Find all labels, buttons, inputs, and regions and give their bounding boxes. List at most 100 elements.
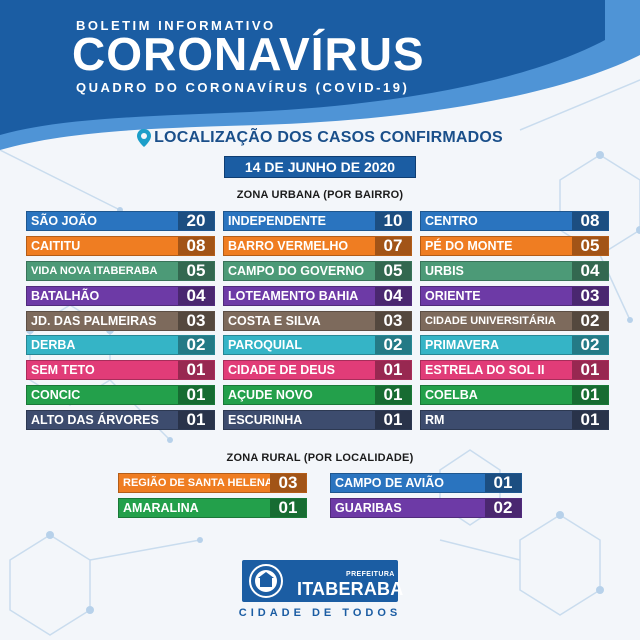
case-count: 01 [572,360,608,380]
case-cell: BARRO VERMELHO 07 [223,235,412,256]
neighborhood-name: CAMPO DO GOVERNO [228,263,365,278]
location-title: LOCALIZAÇÃO DOS CASOS CONFIRMADOS [154,129,503,146]
case-count: 01 [375,385,411,405]
case-cell: REGIÃO DE SANTA HELENA 03 [118,473,307,493]
case-count: 05 [375,261,411,280]
case-count: 02 [572,335,608,355]
neighborhood-name: PÉ DO MONTE [425,238,513,253]
header-subtitle-bottom: QUADRO DO CORONAVÍRUS (COVID-19) [76,80,410,95]
date-badge: 14 DE JUNHO DE 2020 [224,156,416,178]
header-title: CORONAVÍRUS [72,28,425,80]
neighborhood-name: COSTA E SILVA [228,313,321,328]
case-cell: GUARIBAS 02 [330,498,522,518]
city-seal-icon [249,564,283,598]
case-count: 01 [485,473,521,492]
case-cell: RM 01 [420,410,609,431]
case-cell: CONCIC 01 [26,385,215,406]
neighborhood-name: BATALHÃO [31,288,100,303]
case-cell: SEM TETO 01 [26,360,215,381]
case-cell: DERBA 02 [26,335,215,356]
case-count: 02 [572,311,608,330]
neighborhood-name: CIDADE DE DEUS [228,363,335,378]
case-count: 04 [178,286,214,305]
neighborhood-name: RM [425,413,445,428]
case-cell: AMARALINA 01 [118,498,307,518]
header-wave [0,0,640,150]
case-count: 20 [178,211,214,230]
location-pin-icon [137,129,152,147]
case-cell: BATALHÃO 04 [26,285,215,306]
case-count: 08 [572,211,608,230]
case-count: 10 [375,211,411,230]
neighborhood-name: CAMPO DE AVIÃO [335,476,445,490]
case-count: 04 [375,286,411,305]
neighborhood-name: URBIS [425,263,464,278]
neighborhood-name: SÃO JOÃO [31,214,97,228]
neighborhood-name: INDEPENDENTE [228,214,326,228]
neighborhood-name: PRIMAVERA [425,338,500,353]
urban-zone-title: ZONA URBANA (POR BAIRRO) [236,189,404,201]
case-cell: SÃO JOÃO 20 [26,211,215,231]
case-cell: INDEPENDENTE 10 [223,211,412,231]
case-cell: PRIMAVERA 02 [420,335,609,356]
case-count: 05 [572,236,608,255]
case-cell: CAMPO DO GOVERNO 05 [223,260,412,281]
case-count: 01 [375,360,411,380]
case-count: 01 [572,385,608,405]
neighborhood-name: CENTRO [425,214,478,228]
case-count: 07 [375,236,411,255]
rural-zone-title: ZONA RURAL (POR LOCALIDADE) [226,452,414,464]
neighborhood-name: BARRO VERMELHO [228,238,349,253]
neighborhood-name: ORIENTE [425,288,481,303]
case-cell: ESCURINHA 01 [223,410,412,431]
case-cell: CAMPO DE AVIÃO 01 [330,473,522,493]
case-count: 02 [375,335,411,355]
neighborhood-name: DERBA [31,338,76,353]
case-cell: JD. DAS PALMEIRAS 03 [26,310,215,331]
neighborhood-name: AÇUDE NOVO [228,388,313,403]
neighborhood-name: ALTO DAS ÁRVORES [31,413,159,428]
case-count: 03 [270,473,306,492]
case-cell: ALTO DAS ÁRVORES 01 [26,410,215,431]
neighborhood-name: AMARALINA [123,501,199,515]
case-count: 08 [178,236,214,255]
case-cell: CENTRO 08 [420,211,609,231]
rural-cases-grid: REGIÃO DE SANTA HELENA 03 CAMPO DE AVIÃO 01… [118,473,523,518]
case-cell: CIDADE DE DEUS 01 [223,360,412,381]
case-cell: URBIS 04 [420,260,609,281]
case-cell: PÉ DO MONTE 05 [420,235,609,256]
case-cell: LOTEAMENTO BAHIA 04 [223,285,412,306]
location-heading: LOCALIZAÇÃO DOS CASOS CONFIRMADOS [0,129,640,147]
case-count: 01 [178,410,214,430]
neighborhood-name: PAROQUIAL [228,338,303,353]
neighborhood-name: REGIÃO DE SANTA HELENA [123,477,270,489]
neighborhood-name: COELBA [425,388,478,403]
neighborhood-name: ESTRELA DO SOL II [425,363,545,378]
case-count: 03 [178,311,214,330]
neighborhood-name: JD. DAS PALMEIRAS [31,313,157,328]
logo-name: ITABERABA [297,579,404,599]
neighborhood-name: LOTEAMENTO BAHIA [228,288,359,303]
case-count: 02 [485,498,521,517]
neighborhood-name: CIDADE UNIVERSITÁRIA [425,314,556,327]
case-cell: PAROQUIAL 02 [223,335,412,356]
case-count: 03 [375,311,411,330]
case-count: 04 [572,261,608,280]
case-count: 01 [572,410,608,430]
urban-cases-grid: SÃO JOÃO 20 INDEPENDENTE 10 CENTRO 08 CAITITU 0… [26,211,609,431]
neighborhood-name: VIDA NOVA ITABERABA [31,264,158,277]
case-count: 01 [178,360,214,380]
logo-tagline: CIDADE DE TODOS [238,607,402,619]
neighborhood-name: CONCIC [31,388,81,403]
neighborhood-name: SEM TETO [31,363,95,378]
case-count: 01 [270,498,306,517]
case-count: 05 [178,261,214,280]
case-count: 03 [572,286,608,305]
neighborhood-name: GUARIBAS [335,501,402,515]
case-cell: ORIENTE 03 [420,285,609,306]
case-count: 01 [375,410,411,430]
case-count: 01 [178,385,214,405]
case-cell: ESTRELA DO SOL II 01 [420,360,609,381]
case-count: 02 [178,335,214,355]
header-subtitle-top: BOLETIM INFORMATIVO [76,18,276,33]
